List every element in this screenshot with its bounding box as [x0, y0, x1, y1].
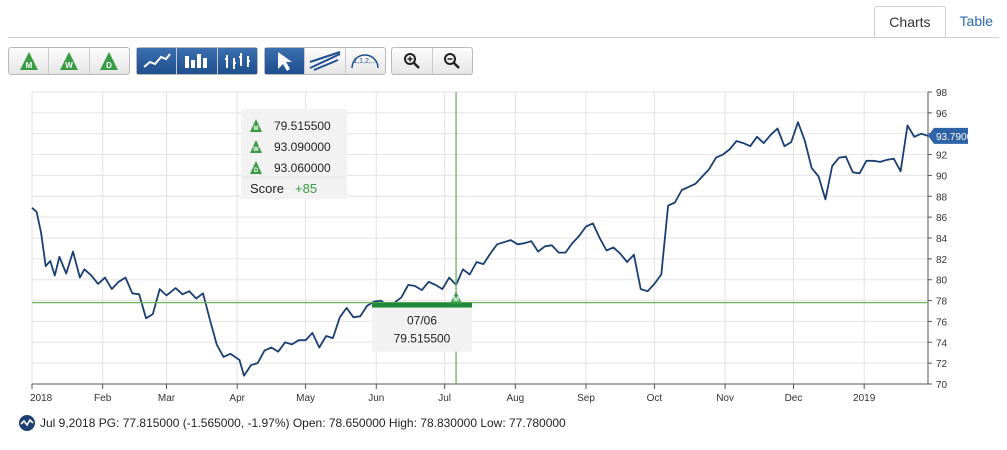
y-tick-label: 70	[936, 380, 948, 391]
quote-summary: Jul 9,2018 PG: 77.815000 (-1.565000, -1.…	[40, 416, 566, 430]
rating-m-icon	[250, 119, 262, 132]
crosshair-value: 79.515500	[394, 332, 451, 346]
y-tick-label: 72	[936, 359, 948, 370]
rating-value: 93.060000	[274, 161, 331, 175]
x-tick-label: Jun	[368, 393, 384, 404]
x-tick-label: Mar	[158, 393, 176, 404]
ohlc-chart-button[interactable]	[217, 48, 257, 74]
rating-letter: M	[254, 126, 259, 132]
monthly-marker-label: M	[453, 297, 459, 304]
bar-chart-icon	[184, 54, 207, 68]
fibonacci-icon: 1,1,2,...	[351, 54, 380, 69]
x-tick-label: 2019	[853, 393, 876, 404]
svg-text:1,1,2,...: 1,1,2,...	[354, 58, 377, 65]
ohlc-chart-icon	[225, 53, 251, 69]
zoom-in-button[interactable]	[392, 48, 433, 74]
svg-text:M: M	[25, 61, 32, 70]
rating-d-icon	[250, 161, 262, 174]
chart-axes: 7072747678808284868890929496982018FebMar…	[30, 88, 948, 404]
chart-overlay: 07/06 79.515500 M M 79.515500 W 93.090000 D 93.0…	[32, 92, 973, 384]
zoom-out-button[interactable]	[433, 48, 473, 74]
x-tick-label: May	[296, 393, 315, 404]
rating-letter: W	[253, 147, 259, 153]
y-tick-label: 74	[936, 338, 948, 349]
crosshair-label-box	[372, 307, 472, 352]
y-tick-label: 78	[936, 297, 948, 308]
y-tick-label: 88	[936, 192, 948, 203]
ratings-tooltip	[241, 109, 347, 199]
x-tick-label: Aug	[506, 393, 524, 404]
drawing-tools-group: 1,1,2,...	[264, 47, 386, 75]
pointer-button[interactable]	[265, 48, 306, 74]
line-chart-icon	[143, 53, 171, 68]
last-price-tag	[928, 127, 968, 144]
view-tabs: Charts Table	[874, 6, 1007, 37]
rating-value: 79.515500	[274, 119, 331, 133]
svg-text:D: D	[106, 61, 112, 70]
tab-charts[interactable]: Charts	[874, 6, 946, 37]
y-tick-label: 98	[936, 88, 948, 99]
rating-button-group: M W D	[8, 47, 130, 75]
chart-panel	[8, 37, 999, 443]
price-series	[31, 121, 929, 377]
monthly-rating-button[interactable]: M	[9, 48, 50, 74]
last-price-label: 93.7900	[936, 132, 973, 143]
quote-footer: Jul 9,2018 PG: 77.815000 (-1.565000, -1.…	[18, 414, 566, 432]
score-value: +85	[295, 181, 317, 196]
zoom-in-icon	[403, 53, 420, 69]
tab-table[interactable]: Table	[959, 13, 993, 29]
y-tick-label: 92	[936, 151, 948, 162]
x-tick-label: 2018	[30, 393, 53, 404]
y-tick-label: 76	[936, 317, 948, 328]
line-series-icon	[19, 415, 35, 431]
y-tick-label: 90	[936, 171, 948, 182]
zoom-out-icon	[444, 53, 461, 69]
x-tick-label: Oct	[647, 393, 663, 404]
y-tick-label: 86	[936, 213, 948, 224]
svg-text:W: W	[65, 61, 73, 70]
rating-value: 93.090000	[274, 140, 331, 154]
y-tick-label: 84	[936, 234, 948, 245]
y-tick-label: 82	[936, 255, 948, 266]
y-tick-label: 96	[936, 109, 948, 120]
pointer-icon	[277, 52, 292, 71]
bar-chart-button[interactable]	[177, 48, 218, 74]
fibonacci-button[interactable]: 1,1,2,...	[346, 48, 385, 74]
rating-w-icon	[250, 140, 262, 153]
y-tick-label: 80	[936, 276, 948, 287]
x-tick-label: Sep	[577, 393, 595, 404]
trendline-icon	[309, 51, 341, 71]
rating-letter: D	[254, 168, 259, 174]
x-tick-label: Feb	[94, 393, 112, 404]
monthly-marker-icon	[450, 291, 463, 304]
score-label: Score	[250, 181, 284, 196]
x-tick-label: Dec	[785, 393, 803, 404]
daily-rating-button[interactable]: D	[90, 48, 129, 74]
weekly-rating-button[interactable]: W	[49, 48, 90, 74]
x-tick-label: Apr	[229, 393, 245, 404]
weekly-rating-icon: W	[59, 52, 78, 70]
x-tick-label: Nov	[716, 393, 734, 404]
x-tick-label: Jul	[438, 393, 451, 404]
daily-rating-icon: D	[100, 52, 119, 70]
zoom-group	[391, 47, 473, 75]
price-line	[31, 121, 929, 377]
chart-style-group	[136, 47, 258, 75]
crosshair-bar	[372, 302, 472, 308]
trendline-button[interactable]	[305, 48, 346, 74]
crosshair-date: 07/06	[407, 314, 437, 328]
line-chart-button[interactable]	[137, 48, 178, 74]
monthly-rating-icon: M	[19, 52, 38, 70]
